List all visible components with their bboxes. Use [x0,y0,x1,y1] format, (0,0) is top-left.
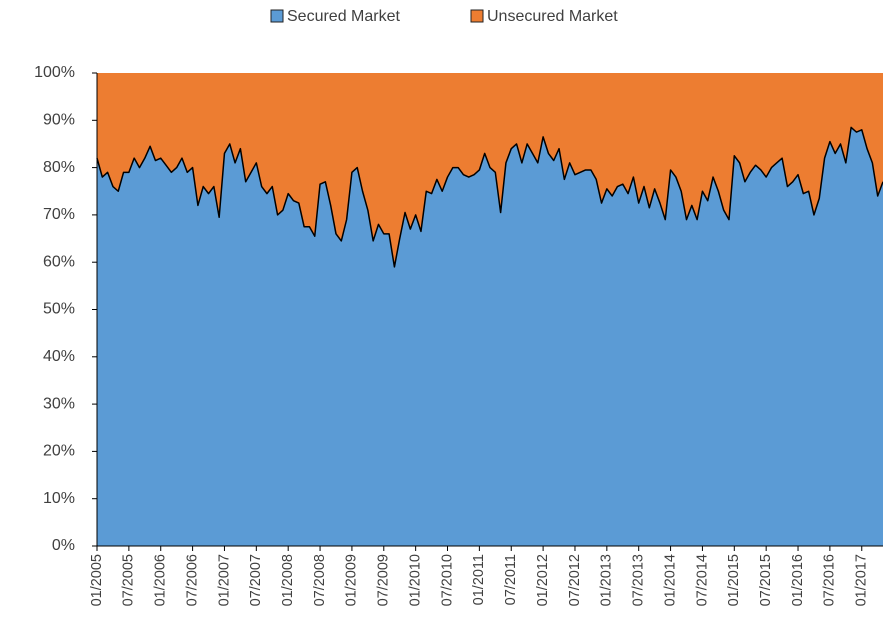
x-tick-label: 01/2007 [216,554,232,606]
x-tick-label: 01/2015 [726,554,742,606]
x-tick-label: 07/2007 [248,554,264,606]
x-tick-label: 07/2006 [184,554,200,606]
y-tick-label: 40% [43,348,75,365]
x-tick-label: 07/2009 [376,554,392,606]
y-tick-label: 90% [43,112,75,129]
y-tick-label: 10% [43,490,75,507]
legend-label: Unsecured Market [487,8,618,25]
x-tick-label: 07/2013 [631,554,647,606]
x-tick-label: 01/2005 [89,554,105,606]
legend-swatch [470,9,484,23]
x-tick-label: 01/2017 [854,554,870,606]
y-tick-label: 30% [43,395,75,412]
x-tick-label: 01/2006 [153,554,169,606]
x-tick-label: 01/2014 [662,554,678,606]
x-tick-label: 01/2008 [280,554,296,606]
x-tick-label: 01/2013 [599,554,615,606]
series-line [96,126,883,268]
y-tick-label: 80% [43,159,75,176]
y-tick-label: 60% [43,253,75,270]
y-tick-label: 100% [34,64,75,81]
x-tick-label: 07/2011 [503,554,519,605]
y-tick-label: 70% [43,206,75,223]
x-tick-label: 07/2005 [121,554,137,606]
x-tick-label: 01/2011 [471,554,487,605]
x-tick-label: 01/2016 [790,554,806,606]
x-tick-label: 07/2010 [439,554,455,606]
x-tick-label: 01/2009 [344,554,360,606]
area [97,127,883,547]
x-tick-label: 07/2015 [758,554,774,606]
y-tick-label: 50% [43,301,75,318]
x-tick-label: 07/2008 [312,554,328,606]
x-tick-label: 07/2012 [567,554,583,606]
legend-label: Secured Market [287,8,400,25]
y-tick-label: 0% [52,537,75,554]
x-tick-label: 07/2014 [694,554,710,606]
x-tick-label: 07/2016 [822,554,838,606]
x-tick-label: 01/2012 [535,554,551,606]
legend-swatch [270,9,284,23]
x-tick-label: 01/2010 [407,554,423,606]
y-tick-label: 20% [43,443,75,460]
